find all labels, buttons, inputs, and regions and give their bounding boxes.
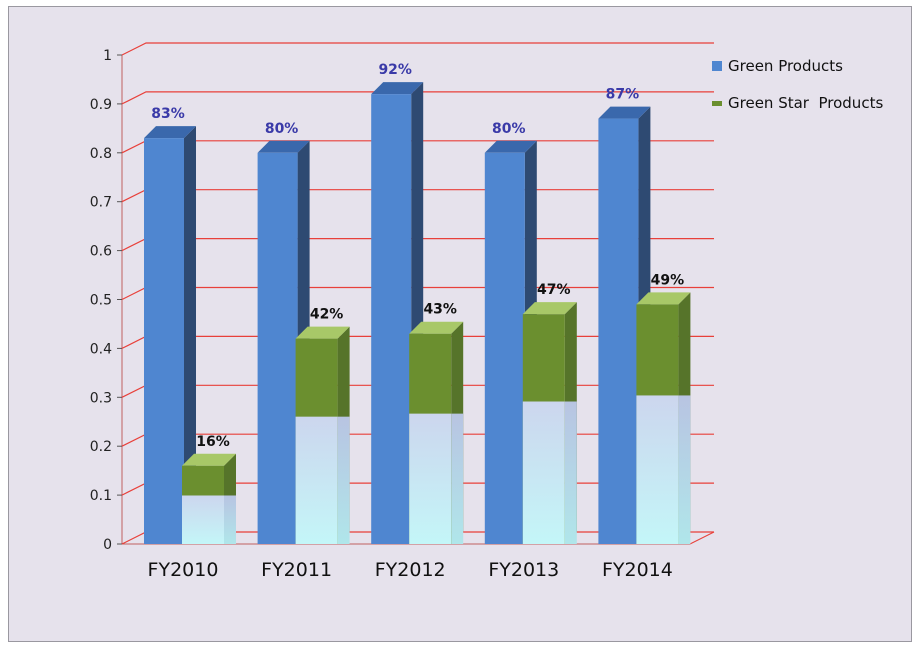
legend-swatch-green-star-products [712, 101, 722, 106]
data-label-green-star-products: 16% [196, 434, 230, 450]
bar-green-star-side-fade [337, 416, 350, 544]
data-label-green-products: 92% [378, 62, 412, 78]
bar-green-products-top [257, 140, 310, 153]
bar-green-star-top [182, 453, 236, 466]
bar-green-star-top [409, 321, 464, 334]
data-label-green-star-products: 47% [537, 282, 571, 298]
chart-frame: 0 0.1 0.2 0.3 0.4 0.5 0.6 0.7 0.8 0.9 1 83% 16% 80% 4… [8, 6, 912, 642]
x-tick-label: FY2014 [602, 559, 673, 581]
bar-green-products-top [598, 106, 651, 119]
y-tick-label: 0.3 [90, 390, 112, 406]
x-axis: FY2010 FY2011 FY2012 FY2013 FY2014 [148, 559, 673, 581]
legend-label: Green Products [728, 57, 843, 75]
gridline [121, 42, 714, 56]
y-tick-label: 0.6 [90, 244, 112, 260]
x-tick-label: FY2012 [375, 559, 446, 581]
bar-green-star-fade [522, 401, 565, 544]
bar-green-star-side-fade [678, 395, 691, 544]
bar-green-products [257, 152, 298, 545]
bar-green-star-side-fade [224, 495, 236, 544]
bar-green-products [371, 94, 412, 545]
x-tick-label: FY2013 [488, 559, 559, 581]
floor-edge [689, 531, 715, 545]
bar-green-star-fade [182, 495, 224, 544]
legend-label: Green Star Products [728, 94, 883, 112]
bar-green-star-top [522, 302, 577, 315]
y-tick-label: 0.5 [90, 293, 112, 309]
bar-green-products-top [144, 126, 196, 139]
bar-green-products [144, 138, 184, 544]
bar-green-star-fade [636, 395, 679, 544]
bar-green-products [598, 118, 639, 544]
bar-green-products-side [184, 126, 196, 544]
data-label-green-star-products: 49% [651, 272, 685, 288]
bar-green-star-side-fade [451, 413, 464, 544]
data-label-green-products: 83% [151, 106, 185, 122]
legend-swatch-green-products [712, 61, 722, 71]
gridline [121, 91, 714, 105]
y-tick-label: 0.4 [90, 341, 112, 357]
x-tick-label: FY2011 [261, 559, 332, 581]
data-label-green-star-products: 42% [310, 307, 344, 323]
bar-green-star-top [636, 292, 691, 305]
y-axis: 0 0.1 0.2 0.3 0.4 0.5 0.6 0.7 0.8 0.9 1 [90, 48, 122, 553]
y-tick-label: 0.7 [90, 195, 112, 211]
y-tick-label: 1 [103, 48, 112, 64]
y-tick-label: 0 [103, 537, 112, 553]
bars: 83% 16% 80% 42% 92% 43% 80% 47% 87% 49% [144, 62, 691, 545]
bar-green-products-top [484, 140, 537, 153]
data-label-green-products: 80% [265, 121, 299, 137]
bar-green-star-fade [295, 416, 338, 544]
bar-chart: 0 0.1 0.2 0.3 0.4 0.5 0.6 0.7 0.8 0.9 1 83% 16% 80% 4… [90, 42, 883, 581]
bar-green-star-side-fade [564, 401, 577, 544]
y-tick-label: 0.2 [90, 439, 112, 455]
x-tick-label: FY2010 [148, 559, 219, 581]
bar-green-products-top [371, 82, 424, 95]
bar-green-star-top [295, 326, 350, 339]
y-tick-label: 0.9 [90, 97, 112, 113]
chart-legend: Green Products Green Star Products [712, 57, 883, 112]
data-label-green-products: 87% [606, 87, 640, 103]
data-label-green-products: 80% [492, 121, 526, 137]
data-label-green-star-products: 43% [423, 302, 457, 318]
y-tick-label: 0.1 [90, 488, 112, 504]
bar-green-products [484, 152, 525, 545]
y-tick-label: 0.8 [90, 146, 112, 162]
bar-green-star-fade [409, 413, 452, 544]
